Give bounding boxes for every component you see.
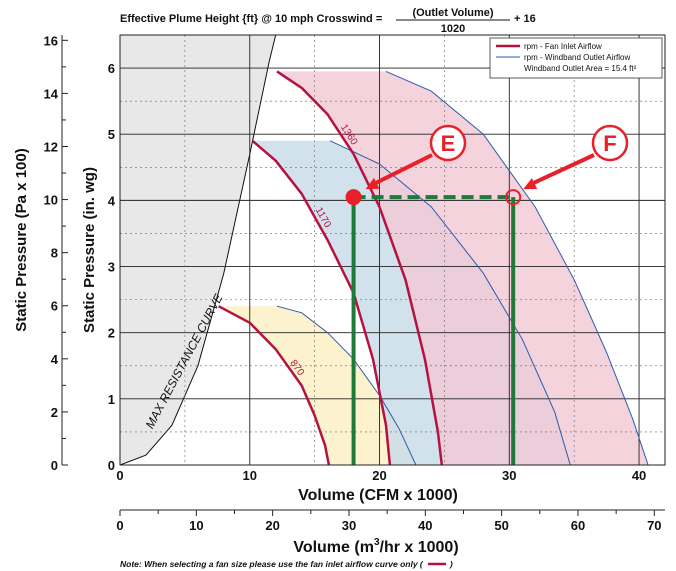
y-inner-tick-label: 2	[108, 326, 115, 341]
callout-arrowhead-f	[523, 178, 538, 190]
x-primary-tick-label: 40	[632, 468, 646, 483]
x-secondary-tick-label: 60	[571, 518, 585, 533]
y-outer-axis: 0 2 4 6 8 10 12 14 16	[44, 33, 68, 473]
outlet-curve-1170	[329, 140, 571, 465]
legend-outlet-label: rpm - Windband Outlet Airflow	[524, 53, 630, 62]
y-outer-tick-label: 10	[44, 193, 58, 208]
formula-prefix: Effective Plume Height {ft} @ 10 mph Cro…	[120, 13, 382, 25]
x-secondary-tick-label: 40	[418, 518, 432, 533]
y-inner-tick-label: 6	[108, 61, 115, 76]
max-resistance-region	[120, 35, 277, 465]
legend-box	[489, 37, 663, 79]
y-inner-axis: 0 1 2 3 4 5 6	[108, 61, 116, 473]
x-secondary-tick-label: 20	[265, 518, 279, 533]
callout-arrow-e	[372, 153, 433, 186]
y-outer-tick-label: 12	[44, 139, 58, 154]
x-secondary-tick-label: 30	[342, 518, 356, 533]
footnote-close: )	[449, 559, 453, 569]
y-inner-tick-label: 4	[108, 193, 116, 208]
callout-label-e: E	[441, 131, 456, 156]
x-primary-axis: 0 10 20 30 40	[116, 468, 646, 483]
inlet-curve-1360	[276, 70, 444, 465]
y-outer-tick-label: 0	[51, 458, 58, 473]
x-primary-tick-label: 30	[502, 468, 516, 483]
x-secondary-label: Volume (m3/hr x 1000)	[293, 537, 458, 556]
legend: rpm - Fan Inlet Airflow rpm - Windband O…	[489, 37, 663, 79]
grid-lines	[120, 35, 665, 465]
formula-suffix: + 16	[514, 13, 536, 25]
y-outer-label: Static Pressure (Pa x 100)	[13, 148, 30, 331]
callout-circle-f	[591, 124, 629, 162]
point-e-dot	[345, 189, 362, 206]
y-outer-tick-label: 2	[51, 405, 58, 420]
x-primary-tick-label: 10	[243, 468, 257, 483]
formula-denominator: 1020	[441, 23, 465, 35]
fan-curves	[218, 70, 649, 465]
footnote: Note: When selecting a fan size please u…	[120, 559, 424, 569]
x-primary-tick-label: 0	[116, 468, 123, 483]
legend-inlet-label: rpm - Fan Inlet Airflow	[524, 42, 602, 51]
legend-outlet-area: Windband Outlet Area = 15.4 ft²	[524, 64, 637, 73]
callout-arrowhead-e	[365, 177, 380, 190]
y-inner-tick-label: 3	[108, 260, 115, 275]
formula-numerator: (Outlet Volume)	[412, 7, 493, 19]
x-primary-tick-label: 20	[372, 468, 386, 483]
max-resistance-fill	[120, 35, 276, 465]
y-outer-tick-label: 6	[51, 299, 58, 314]
plot-frame	[119, 34, 666, 466]
y-outer-tick-label: 14	[44, 86, 59, 101]
max-resistance-curve	[120, 35, 277, 465]
fan-area-1360	[277, 71, 649, 465]
x-secondary-tick-label: 70	[647, 518, 661, 533]
point-f-ring	[505, 189, 522, 206]
callout-label-f: F	[603, 131, 616, 156]
x-secondary-tick-label: 10	[189, 518, 203, 533]
title-formula: Effective Plume Height {ft} @ 10 mph Cro…	[120, 7, 536, 35]
x-secondary-tick-label: 0	[116, 518, 123, 533]
fan-area-870	[218, 306, 416, 465]
y-inner-tick-label: 5	[108, 127, 115, 142]
callout-circle-e	[429, 124, 467, 162]
y-inner-label: Static Pressure (in. wg)	[81, 167, 98, 333]
y-inner-tick-label: 1	[108, 392, 115, 407]
x-secondary-tick-label: 50	[494, 518, 508, 533]
inlet-curve-1170	[251, 139, 392, 465]
inlet-curve-870	[218, 305, 331, 465]
y-outer-tick-label: 16	[44, 33, 58, 48]
callout-arrow-f	[530, 153, 595, 186]
y-outer-tick-label: 8	[51, 246, 58, 261]
y-inner-tick-label: 0	[108, 458, 115, 473]
y-outer-tick-label: 4	[51, 352, 59, 367]
x-primary-label: Volume (CFM x 1000)	[298, 487, 458, 504]
operating-line	[351, 195, 516, 465]
outlet-curve-1360	[385, 70, 649, 465]
x-secondary-axis: 0 10 20 30 40 50 60 70	[116, 509, 665, 533]
